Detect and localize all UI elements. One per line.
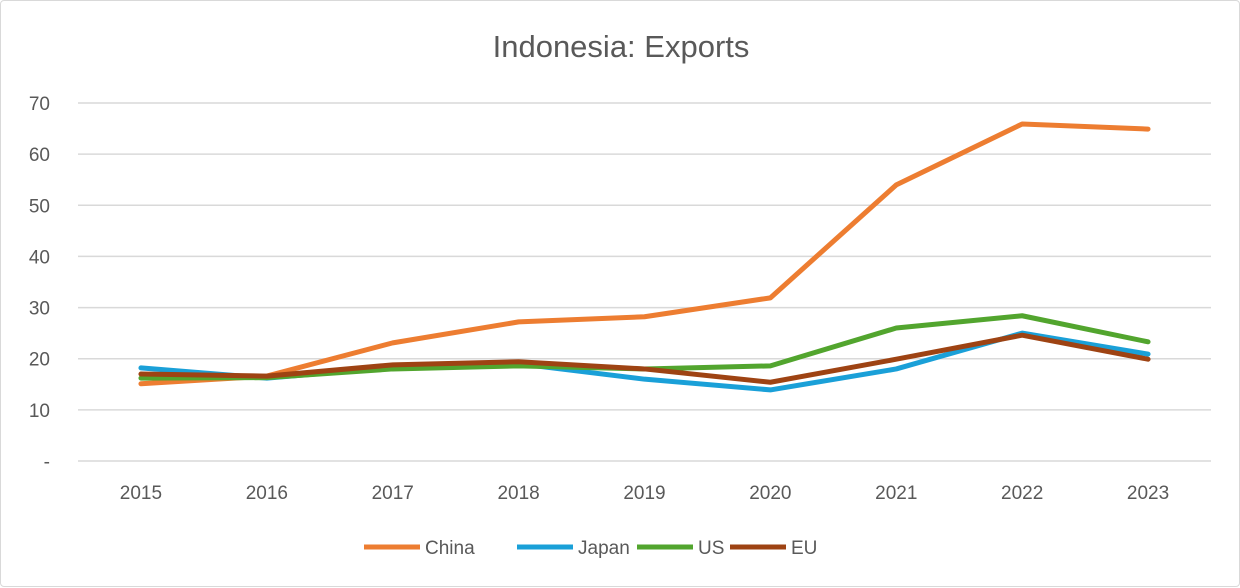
y-tick-label: 50 — [29, 196, 50, 217]
gridlines — [78, 102, 1211, 462]
x-tick-label: 2022 — [1001, 483, 1043, 504]
series-lines — [138, 121, 1151, 393]
x-tick-label: 2019 — [623, 483, 665, 504]
y-axis-ticks: - 10 20 30 40 50 60 70 — [29, 94, 50, 473]
legend: China Japan US EU — [364, 538, 817, 559]
legend-label: EU — [791, 538, 817, 559]
y-tick-label: 60 — [29, 145, 50, 166]
series-line-china — [138, 121, 1151, 387]
x-tick-label: 2015 — [120, 483, 162, 504]
y-tick-label: - — [44, 452, 50, 473]
y-tick-label: 10 — [29, 401, 50, 422]
y-tick-label: 70 — [29, 94, 50, 115]
x-tick-label: 2021 — [875, 483, 917, 504]
legend-label: Japan — [578, 538, 630, 559]
legend-label: US — [698, 538, 724, 559]
legend-label: China — [425, 538, 475, 559]
x-tick-label: 2020 — [749, 483, 791, 504]
y-tick-label: 20 — [29, 350, 50, 371]
y-tick-label: 30 — [29, 299, 50, 320]
series-line-eu — [138, 332, 1151, 385]
chart-title: Indonesia: Exports — [493, 29, 750, 64]
x-tick-label: 2023 — [1127, 483, 1169, 504]
x-tick-label: 2017 — [372, 483, 414, 504]
x-tick-label: 2016 — [246, 483, 288, 504]
x-tick-label: 2018 — [497, 483, 539, 504]
y-tick-label: 40 — [29, 247, 50, 268]
x-axis-ticks: 2015 2016 2017 2018 2019 2020 2021 2022 2023 — [120, 483, 1169, 504]
